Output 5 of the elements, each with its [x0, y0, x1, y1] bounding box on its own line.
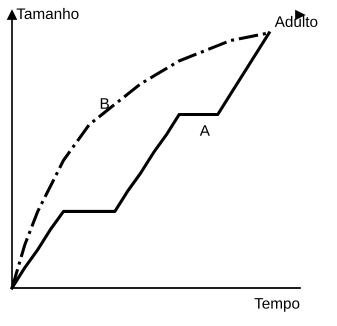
series-label: B	[100, 98, 109, 109]
series-label: A	[200, 125, 210, 136]
text: Adulto	[274, 16, 318, 28]
x-axis-title: Tempo	[254, 298, 300, 312]
y-axis-title: Tamanho	[16, 8, 79, 20]
